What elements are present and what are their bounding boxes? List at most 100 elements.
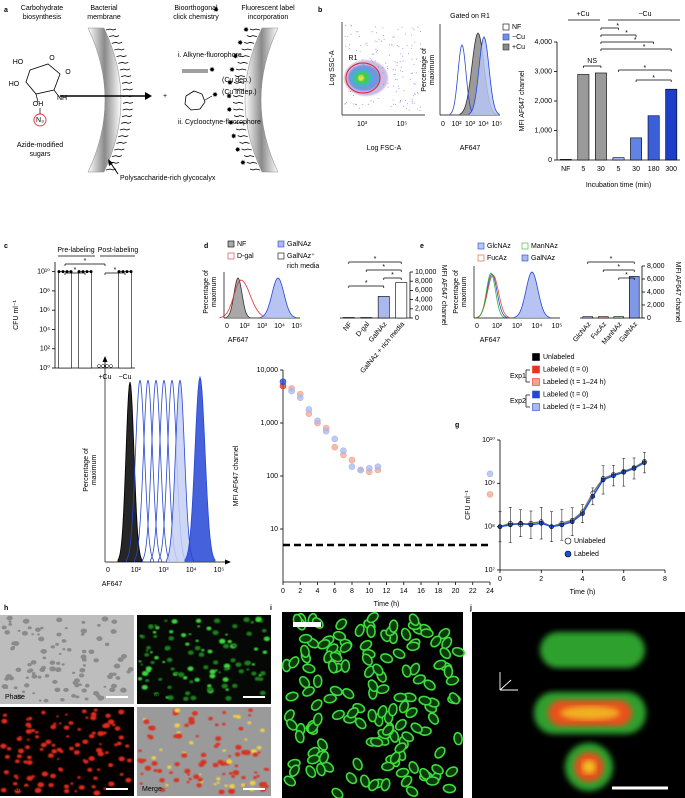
cell [229, 784, 235, 789]
cell-ring [395, 767, 410, 778]
x-tick-label: 20 [452, 588, 460, 595]
y-tick-label: 0 [548, 157, 552, 164]
cell [31, 671, 36, 675]
glycan [233, 115, 245, 118]
fluorophore-star: ✸ [209, 66, 215, 74]
cell-ring [359, 774, 371, 788]
cell [37, 633, 40, 636]
cell [78, 785, 85, 790]
cell-yz-core [582, 760, 596, 774]
y-tick-label: 10⁰ [39, 364, 50, 372]
cell [82, 739, 89, 745]
cell-ring [335, 618, 348, 631]
step-title: biosynthesis [23, 14, 62, 21]
axis-glyph: X [520, 687, 526, 694]
cell [186, 773, 190, 776]
event-dot [369, 58, 371, 60]
density [358, 75, 364, 81]
event-dot [410, 47, 412, 49]
legend-label: GlcNAz [487, 243, 511, 250]
legend-label: ManNAz [531, 243, 558, 250]
cell [225, 688, 229, 691]
legend-label: rich media [287, 263, 319, 270]
cell [3, 770, 10, 775]
event-dot [393, 74, 395, 76]
cell [17, 629, 21, 632]
cell [12, 781, 18, 786]
cell [70, 782, 74, 785]
cell-ring [302, 663, 316, 674]
group-label: +Cu [576, 11, 589, 18]
cell [25, 676, 29, 679]
cell [95, 693, 101, 698]
cell [38, 637, 44, 642]
glycan [121, 75, 132, 78]
x-tick-label: 5 [617, 166, 621, 173]
cell [56, 661, 61, 665]
cell [209, 669, 216, 675]
cell [103, 685, 107, 688]
y-axis-label: CFU ml⁻¹ [13, 299, 20, 329]
cell [182, 676, 188, 680]
cell [213, 618, 221, 624]
histogram-curve [134, 379, 162, 562]
cell [119, 772, 124, 776]
plane-label: YZ [498, 761, 508, 768]
cell [96, 636, 103, 642]
y-tick-label: 8,000 [647, 263, 665, 270]
replicate-dot [129, 270, 133, 274]
cell [198, 773, 202, 776]
cell-ring [405, 785, 419, 797]
point [374, 463, 382, 470]
cell-ring [408, 613, 420, 627]
arrow-head [108, 159, 113, 166]
cell-ring [294, 730, 305, 744]
x-tick-label: 10 [365, 588, 373, 595]
event-dot [344, 103, 346, 105]
axis-label: AF647 [228, 337, 249, 344]
cell [190, 695, 197, 701]
cell-ring [354, 623, 365, 638]
cell-ring [369, 737, 384, 747]
cell [103, 787, 107, 790]
cell [50, 773, 56, 779]
label-star: ✸ [240, 159, 246, 167]
cell [118, 735, 124, 740]
cell [73, 750, 80, 755]
glycocalyx-label: Polysaccharide-rich glycocalyx [120, 175, 216, 182]
cell-ring [285, 691, 299, 702]
legend-swatch [532, 378, 540, 386]
cell [228, 755, 232, 758]
event-dot [382, 67, 384, 69]
cell [169, 630, 174, 634]
glycan [235, 128, 247, 131]
x-tick-label: NF [342, 321, 353, 333]
y-tick-label: 4,000 [415, 296, 433, 303]
replicate-dot [81, 270, 85, 274]
event-dot [359, 51, 361, 53]
cell [104, 751, 109, 755]
significance: * [616, 23, 619, 30]
significance: * [643, 44, 646, 51]
cell [111, 619, 118, 624]
cell [222, 722, 226, 726]
legend-label: Unlabeled [574, 538, 606, 545]
panel-label: j [469, 605, 472, 612]
cell [222, 772, 226, 776]
cell-ring [398, 700, 410, 714]
event-dot [406, 45, 408, 47]
hist-tick-label: 10³ [465, 121, 476, 128]
cell [166, 657, 173, 663]
gate-label: R1 [349, 55, 358, 62]
point [486, 491, 494, 498]
cell [14, 759, 20, 764]
y-tick-label: 10² [40, 346, 51, 353]
event-dot [356, 104, 358, 106]
event-dot [369, 89, 371, 91]
plane-label: XY [496, 709, 508, 716]
cell-ring [406, 641, 420, 652]
y-tick-label: 10,000 [257, 367, 279, 374]
cell [151, 761, 158, 766]
cell [235, 744, 242, 750]
cell-ring [318, 750, 330, 765]
